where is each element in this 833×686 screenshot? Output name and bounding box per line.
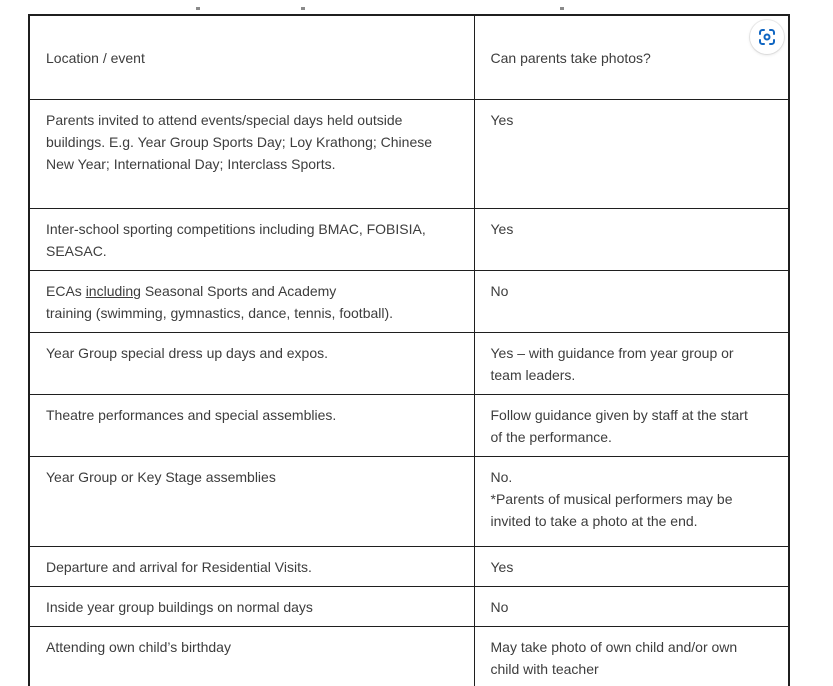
table-row: Inside year group buildings on normal da… [28,586,790,627]
header-location-label: Location / event [46,50,145,66]
table-row: Parents invited to attend events/special… [28,99,790,209]
photo-policy-table: Location / event Can parents take photos… [28,14,790,686]
event-cell: ECAs including Seasonal Sports and Acade… [28,270,475,333]
event-cell: Year Group or Key Stage assemblies [28,456,475,547]
table-row: Departure and arrival for Residential Vi… [28,546,790,587]
header-row: Location / event Can parents take photos… [28,14,790,100]
answer-cell: Yes [473,99,790,209]
table-row: Year Group or Key Stage assemblies No. *P… [28,456,790,547]
header-photos-label: Can parents take photos? [490,50,651,66]
cropped-text-artifact [196,7,200,10]
event-cell: Attending own child’s birthday [28,626,475,686]
visual-search-button[interactable] [750,20,784,54]
header-can-parents-take-photos: Can parents take photos? [473,14,790,100]
table-row: Attending own child’s birthday May take p… [28,626,790,686]
answer-cell: No [473,586,790,627]
answer-cell: Yes [473,208,790,271]
event-cell: Year Group special dress up days and exp… [28,332,475,395]
header-location-event: Location / event [28,14,475,100]
answer-cell: May take photo of own child and/or own c… [473,626,790,686]
table-row: Year Group special dress up days and exp… [28,332,790,395]
table-row: Inter-school sporting competitions inclu… [28,208,790,271]
camera-viewfinder-icon [759,29,775,45]
event-cell: Inside year group buildings on normal da… [28,586,475,627]
table-body: Parents invited to attend events/special… [28,99,790,686]
answer-cell: Yes – with guidance from year group or t… [473,332,790,395]
answer-cell: No [473,270,790,333]
event-cell: Theatre performances and special assembl… [28,394,475,457]
event-cell: Parents invited to attend events/special… [28,99,475,209]
event-cell: Departure and arrival for Residential Vi… [28,546,475,587]
answer-cell: Follow guidance given by staff at the st… [473,394,790,457]
answer-cell: Yes [473,546,790,587]
table-row: Theatre performances and special assembl… [28,394,790,457]
cropped-text-artifact [301,7,305,10]
cropped-text-artifact [560,7,564,10]
table-row: ECAs including Seasonal Sports and Acade… [28,270,790,333]
event-cell: Inter-school sporting competitions inclu… [28,208,475,271]
answer-cell: No. *Parents of musical performers may b… [473,456,790,547]
